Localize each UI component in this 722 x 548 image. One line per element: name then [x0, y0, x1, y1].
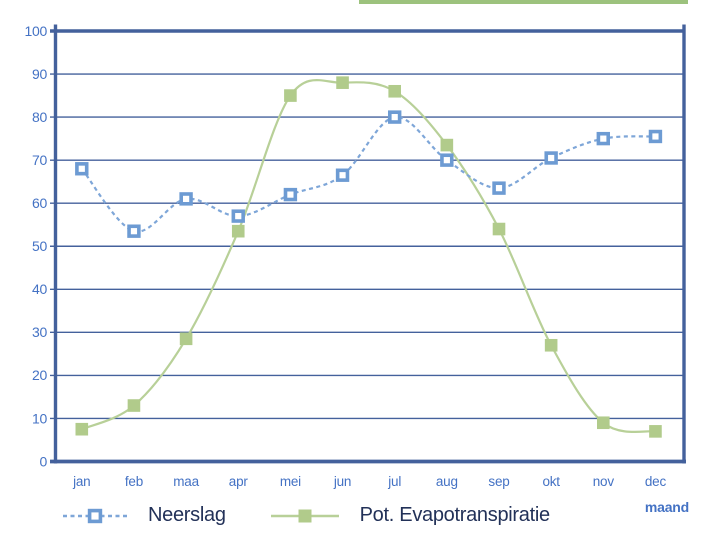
data-point-neerslag — [335, 168, 350, 182]
data-point-evapotranspiratie — [75, 422, 89, 436]
y-tick-label: 40 — [32, 281, 47, 297]
data-point-evapotranspiratie — [492, 222, 506, 236]
x-tick-label: feb — [125, 474, 143, 489]
data-point-neerslag — [283, 187, 298, 202]
data-point-evapotranspiratie — [388, 84, 401, 98]
x-tick-label: maa — [173, 474, 199, 489]
legend-item-evapotranspiratie: Pot. Evapotranspiratie — [270, 504, 550, 527]
legend: Neerslag Pot. Evapotranspiratie — [62, 504, 550, 527]
legend-item-neerslag: Neerslag — [62, 504, 226, 527]
x-axis-title: maand — [644, 499, 689, 515]
data-point-evapotranspiratie — [649, 425, 662, 438]
data-point-evapotranspiratie — [544, 338, 558, 352]
data-point-neerslag — [648, 129, 663, 144]
data-point-evapotranspiratie — [179, 332, 193, 346]
x-tick-label: nov — [593, 474, 615, 489]
y-tick-label: 0 — [40, 453, 48, 469]
x-tick-label: apr — [229, 474, 249, 489]
data-point-neerslag — [492, 181, 506, 195]
y-tick-label: 60 — [32, 195, 47, 211]
evapotranspiratie-line-swatch-icon — [270, 509, 339, 522]
top-accent-bar — [359, 0, 688, 4]
data-point-evapotranspiratie — [127, 399, 141, 412]
series-line-neerslag — [80, 115, 656, 233]
y-tick-label: 90 — [32, 66, 47, 82]
x-tick-label: mei — [280, 474, 301, 489]
x-tick-label: jul — [387, 474, 401, 489]
legend-marker-sample — [298, 509, 312, 522]
y-tick-label: 80 — [32, 109, 47, 125]
y-tick-label: 70 — [32, 152, 47, 168]
data-point-evapotranspiratie — [284, 89, 297, 102]
x-tick-label: aug — [436, 474, 458, 489]
data-point-neerslag — [75, 162, 89, 176]
neerslag-line-swatch-icon — [63, 508, 127, 523]
data-point-evapotranspiratie — [231, 224, 245, 238]
series-line-evapotranspiratie — [81, 79, 656, 434]
data-point-evapotranspiratie — [336, 76, 349, 89]
data-point-neerslag — [387, 110, 402, 124]
x-tick-label: dec — [645, 474, 667, 489]
data-point-neerslag — [596, 131, 611, 146]
legend-label-evapotranspiratie: Pot. Evapotranspiratie — [359, 504, 550, 526]
x-tick-label: sep — [488, 474, 509, 489]
y-tick-label: 30 — [32, 324, 47, 340]
data-point-neerslag — [544, 151, 558, 165]
y-tick-label: 100 — [25, 23, 48, 39]
data-point-neerslag — [231, 209, 245, 223]
data-point-neerslag — [179, 192, 193, 206]
x-tick-label: okt — [542, 474, 560, 489]
x-tick-label: jun — [333, 474, 351, 489]
legend-marker-sample — [87, 508, 103, 523]
y-tick-label: 50 — [32, 238, 47, 254]
data-point-neerslag — [127, 224, 141, 238]
data-point-evapotranspiratie — [440, 138, 454, 152]
legend-label-neerslag: Neerslag — [148, 504, 226, 526]
data-point-neerslag — [440, 153, 454, 167]
y-tick-label: 10 — [32, 410, 47, 426]
x-tick-label: jan — [72, 474, 90, 489]
data-point-evapotranspiratie — [597, 416, 610, 430]
y-tick-label: 20 — [32, 367, 47, 383]
